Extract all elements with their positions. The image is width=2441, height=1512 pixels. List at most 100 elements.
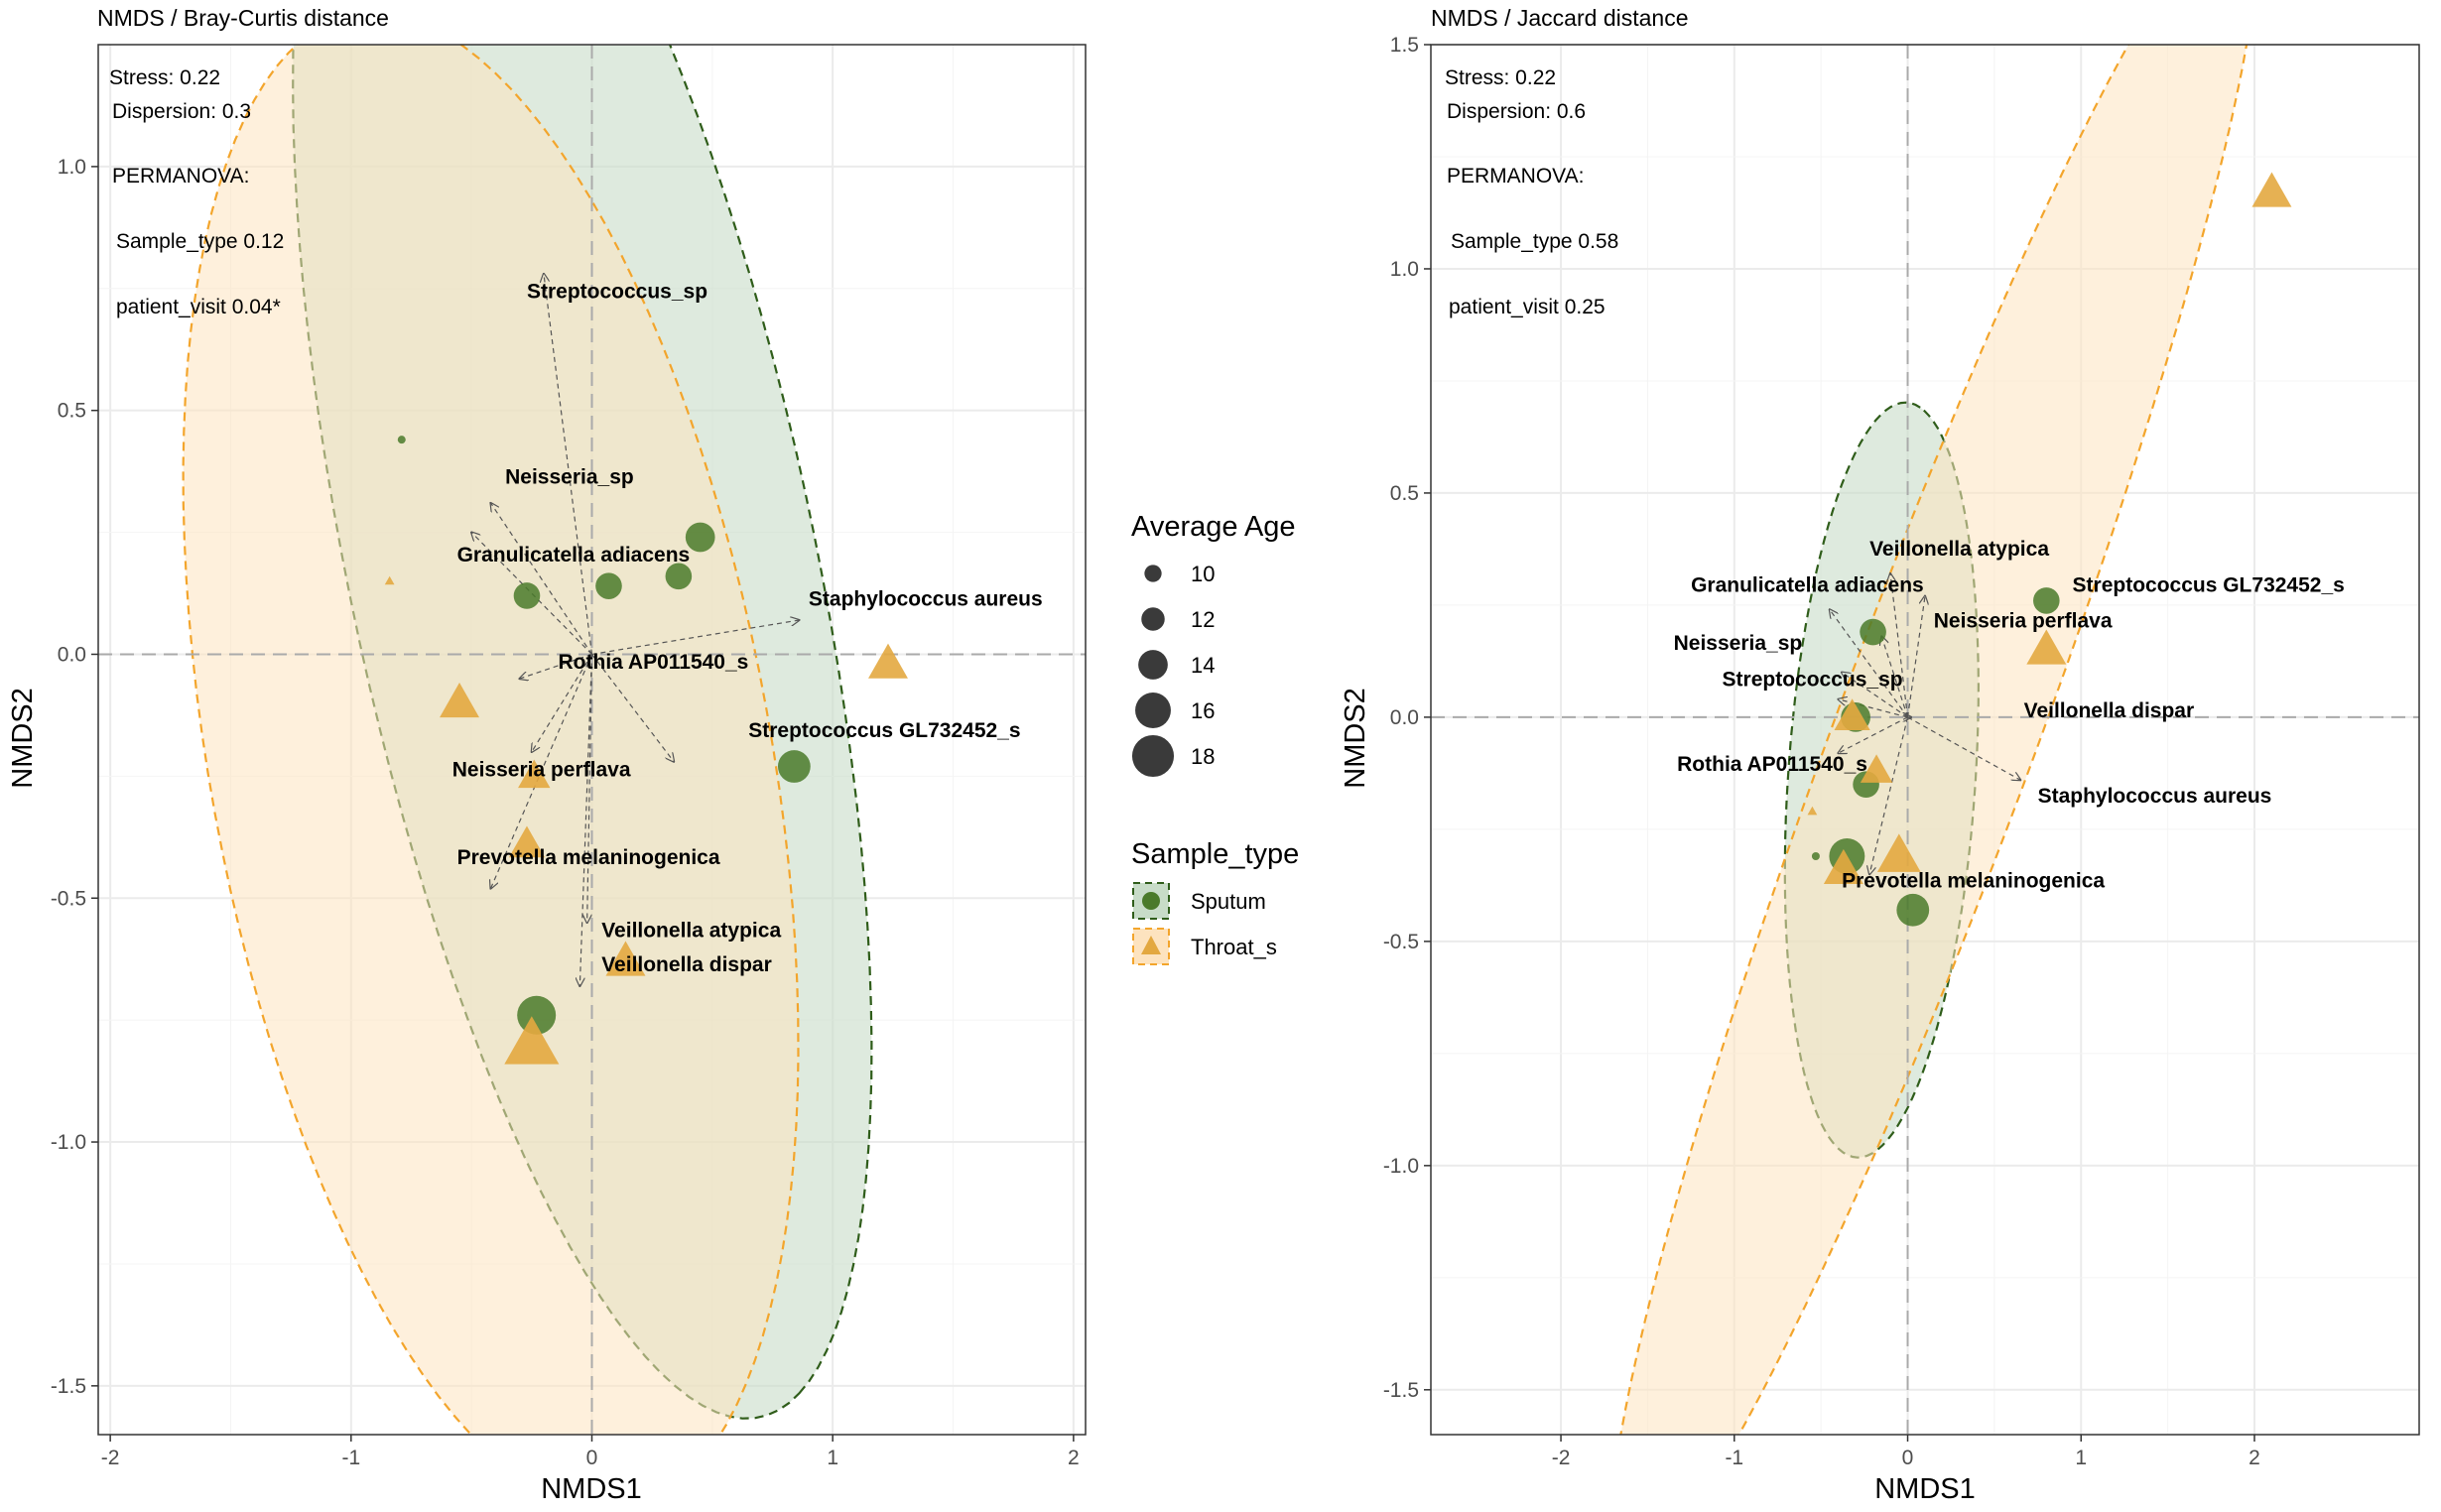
chart-title: NMDS / Jaccard distance: [1431, 5, 1688, 31]
throat-point: [384, 575, 395, 585]
species-arrow: [532, 654, 593, 751]
throat-point: [504, 1016, 560, 1065]
permanova-text: PERMANOVA:: [112, 165, 249, 188]
size-legend-dot: [1141, 607, 1165, 631]
x-tick-label: 1: [2075, 1447, 2087, 1469]
y-tick-label: 1.0: [58, 156, 86, 179]
y-axis-label: NMDS2: [7, 688, 39, 789]
size-legend-dot: [1144, 565, 1162, 582]
species-label: Rothia AP011540_s: [559, 651, 749, 674]
stats-annotation: Stress: 0.22 Dispersion: 0.6 PERMANOVA: …: [1445, 66, 1618, 318]
y-tick-label: -1.5: [51, 1375, 86, 1398]
species-arrow: [591, 654, 675, 761]
size-legend-dot: [1135, 693, 1171, 728]
species-label: Granulicatella adiacens: [457, 544, 691, 567]
y-tick-label: -1.0: [1383, 1155, 1419, 1178]
x-axis-label: NMDS1: [541, 1473, 642, 1505]
species-label: Staphylococcus aureus: [2038, 785, 2272, 808]
size-legend-dot: [1131, 734, 1175, 778]
sputum-point: [2033, 587, 2060, 614]
species-arrow: [1906, 596, 1925, 717]
dispersion-text: Dispersion: 0.3: [112, 100, 251, 123]
throat-ellipse: [1619, 45, 2248, 1435]
species-label: Veillonella atypica: [601, 920, 781, 943]
species-label: Neisseria perflava: [1934, 610, 2113, 633]
throat-point: [1823, 848, 1863, 885]
y-axis-ticks: 1.0 0.5 0.0 -0.5 -1.0 -1.5: [51, 156, 98, 1398]
species-label: Veillonella dispar: [601, 953, 772, 976]
throat-point: [508, 825, 546, 858]
point-layer: [384, 436, 908, 1065]
species-arrow: [491, 654, 593, 888]
species-label: Rothia AP011540_s: [1677, 753, 1867, 776]
x-tick-label: -2: [101, 1447, 120, 1469]
species-label: Neisseria perflava: [452, 758, 631, 781]
species-label: Staphylococcus aureus: [809, 587, 1043, 610]
species-arrow: [1890, 573, 1909, 717]
bray-curtis-panel: NMDS / Bray-Curtis distance Streptococcu…: [7, 5, 1087, 1505]
x-tick-label: 0: [586, 1447, 598, 1469]
x-tick-label: 0: [1902, 1447, 1914, 1469]
x-axis-label: NMDS1: [1874, 1473, 1976, 1505]
species-arrow: [579, 654, 593, 985]
permanova-text: PERMANOVA:: [1447, 165, 1584, 188]
y-tick-label: -0.5: [51, 887, 86, 910]
sputum-point: [685, 522, 715, 553]
size-legend-label: 14: [1191, 653, 1215, 678]
size-legend-label: 10: [1191, 562, 1215, 586]
throat-point: [440, 682, 479, 718]
species-label: Prevotella melaninogenica: [457, 846, 720, 869]
throat-point: [1860, 754, 1893, 783]
species-label: Streptococcus_sp: [527, 281, 707, 304]
species-arrow-layer: [1830, 573, 2020, 874]
species-label: Streptococcus_sp: [1723, 668, 1903, 691]
y-tick-label: 0.5: [1390, 482, 1419, 505]
species-label-layer: Veillonella atypica Granulicatella adiace…: [1674, 538, 2345, 892]
throat-point: [605, 941, 646, 976]
y-tick-label: 1.0: [1390, 258, 1419, 281]
x-axis-ticks: -2 -1 0 1 2: [101, 1435, 1080, 1469]
species-arrow: [1839, 716, 1908, 753]
x-tick-label: -1: [341, 1447, 360, 1469]
legend-circle-icon: [1142, 892, 1160, 910]
species-arrow: [471, 533, 592, 655]
throat-point: [2026, 629, 2067, 665]
sputum-point: [1896, 893, 1930, 927]
x-tick-label: -2: [1552, 1447, 1571, 1469]
sample-type-stat: Sample_type 0.58: [1451, 230, 1618, 253]
patient-visit-stat: patient_visit 0.25: [1449, 296, 1606, 318]
species-arrow: [544, 274, 593, 655]
x-axis-ticks: -2 -1 0 1 2: [1552, 1435, 2260, 1469]
species-arrow: [1830, 609, 1909, 718]
stress-text: Stress: 0.22: [109, 66, 220, 89]
legend-label-throat: Throat_s: [1191, 935, 1277, 959]
jaccard-panel: NMDS / Jaccard distance Veillonella atyp…: [1340, 5, 2420, 1505]
species-arrow: [491, 503, 592, 655]
reference-lines: [1431, 45, 2419, 1435]
legend-item-sputum: Sputum: [1132, 882, 1266, 920]
species-arrow: [1842, 673, 1908, 718]
size-legend-dot: [1138, 650, 1168, 680]
throat-point: [2251, 172, 2292, 207]
species-arrow-layer: [471, 274, 799, 986]
y-tick-label: 0.5: [58, 400, 86, 423]
type-legend-title: Sample_type: [1131, 838, 1299, 870]
throat-point: [1834, 698, 1870, 731]
size-legend-label: 18: [1191, 744, 1215, 769]
x-tick-label: -1: [1725, 1447, 1743, 1469]
patient-visit-stat: patient_visit 0.04*: [116, 296, 281, 318]
y-tick-label: -1.0: [51, 1131, 86, 1154]
legend-triangle-icon: [1141, 936, 1161, 954]
x-tick-label: 1: [827, 1447, 838, 1469]
species-arrow: [520, 653, 592, 679]
y-tick-label: -1.5: [1383, 1379, 1419, 1402]
x-tick-label: 2: [1068, 1447, 1080, 1469]
sputum-point: [513, 582, 541, 609]
y-axis-ticks: 1.5 1.0 0.5 0.0 -0.5 -1.0 -1.5: [1383, 34, 1431, 1402]
legend-item-throat: Throat_s: [1132, 928, 1277, 965]
species-label: Prevotella melaninogenica: [1842, 870, 2105, 893]
size-legend-title: Average Age: [1131, 511, 1296, 543]
y-axis-label: NMDS2: [1340, 688, 1371, 789]
y-tick-label: 0.0: [1390, 706, 1419, 729]
